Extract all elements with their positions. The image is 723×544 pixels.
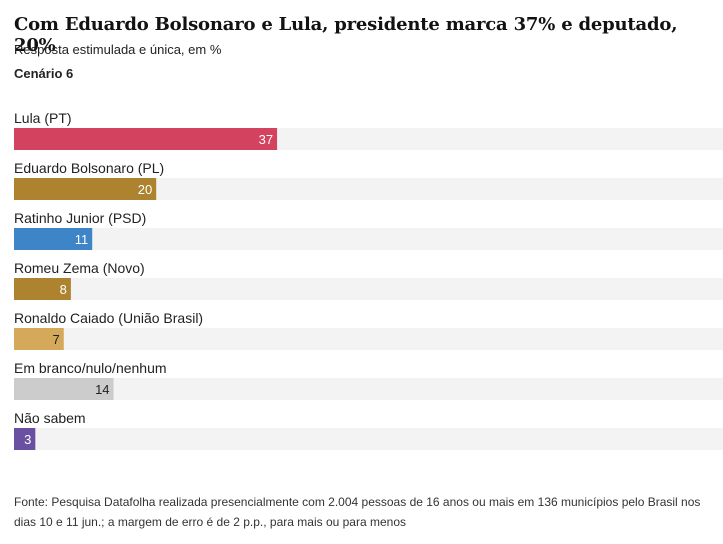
bar-row: Não sabem 3 (14, 410, 723, 450)
bar-track (14, 228, 723, 250)
value-label: 3 (24, 432, 31, 447)
bar (14, 228, 93, 250)
bar (14, 278, 71, 300)
bar-track (14, 428, 723, 450)
value-label: 14 (95, 382, 109, 397)
bar (14, 378, 114, 400)
category-label: Romeu Zema (Novo) (14, 260, 145, 276)
value-label: 8 (60, 282, 67, 297)
value-label: 37 (259, 132, 273, 147)
bar-row: Em branco/nulo/nenhum 14 (14, 360, 723, 400)
scenario-label: Cenário 6 (14, 66, 74, 81)
source-note: Fonte: Pesquisa Datafolha realizada pres… (14, 495, 701, 529)
category-label: Ratinho Junior (PSD) (14, 210, 146, 226)
category-label: Lula (PT) (14, 110, 72, 126)
category-label: Em branco/nulo/nenhum (14, 360, 167, 376)
category-label: Ronaldo Caiado (União Brasil) (14, 310, 203, 326)
value-label: 7 (53, 332, 60, 347)
category-label: Eduardo Bolsonaro (PL) (14, 160, 164, 176)
bar (14, 178, 157, 200)
bar-track (14, 278, 723, 300)
bar (14, 428, 36, 450)
bar-track (14, 178, 723, 200)
category-label: Não sabem (14, 410, 86, 426)
value-label: 11 (75, 232, 89, 247)
bar-track (14, 328, 723, 350)
bar-row: Romeu Zema (Novo) 8 (14, 260, 723, 300)
bar-row: Lula (PT) 37 (14, 110, 723, 150)
bar (14, 328, 64, 350)
bar-row: Ratinho Junior (PSD) 11 (14, 210, 723, 250)
bar-row: Eduardo Bolsonaro (PL) 20 (14, 160, 723, 200)
bar-track (14, 378, 723, 400)
chart-title: Com Eduardo Bolsonaro e Lula, presidente… (14, 14, 678, 56)
chart-subtitle: Resposta estimulada e única, em % (14, 42, 222, 57)
bar-row: Ronaldo Caiado (União Brasil) 7 (14, 310, 723, 350)
bar (14, 128, 278, 150)
value-label: 20 (138, 182, 152, 197)
